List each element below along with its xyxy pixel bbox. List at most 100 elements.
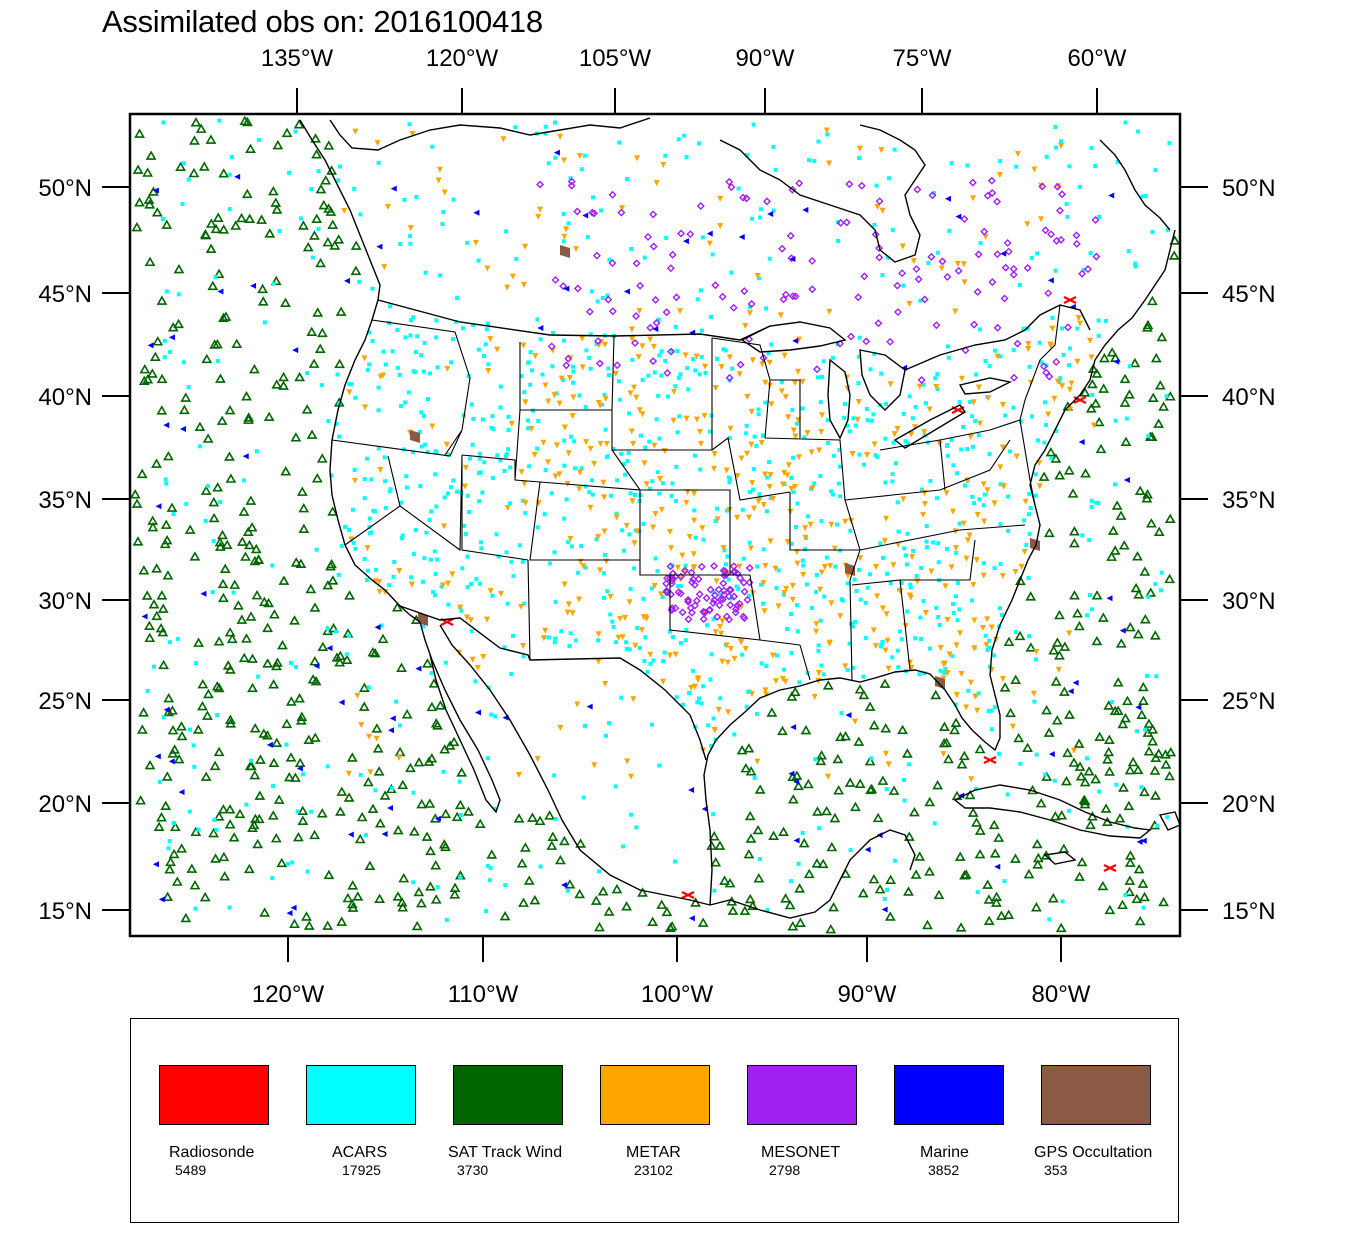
- acars-obs: [479, 546, 484, 551]
- acars-obs: [590, 492, 595, 497]
- acars-obs: [610, 619, 615, 624]
- sat-wind-obs: [309, 602, 321, 612]
- sat-wind-obs: [637, 887, 648, 897]
- acars-obs: [483, 342, 488, 347]
- metar-obs: [976, 420, 983, 427]
- metar-obs: [661, 448, 668, 455]
- acars-obs: [872, 222, 877, 227]
- acars-obs: [747, 540, 752, 545]
- acars-obs: [407, 122, 412, 127]
- sat-wind-obs: [1103, 734, 1115, 744]
- mesonet-obs: [1038, 182, 1047, 191]
- sat-wind-obs: [317, 641, 329, 652]
- metar-obs: [795, 368, 802, 375]
- acars-obs: [441, 769, 446, 774]
- sat-wind-obs: [249, 363, 260, 374]
- sat-wind-obs: [1061, 775, 1072, 786]
- acars-obs: [460, 566, 465, 571]
- acars-obs: [404, 485, 409, 490]
- acars-obs: [726, 577, 731, 582]
- metar-obs: [699, 525, 706, 532]
- marine-obs: [326, 645, 333, 652]
- acars-obs: [973, 418, 978, 423]
- acars-obs: [790, 455, 795, 460]
- mesonet-obs: [735, 599, 744, 608]
- acars-obs: [480, 490, 485, 495]
- purple-swatch: [747, 1065, 857, 1125]
- acars-obs: [488, 866, 493, 871]
- acars-obs: [603, 427, 608, 432]
- acars-obs: [686, 387, 691, 392]
- sat-wind-obs: [358, 701, 370, 711]
- acars-obs: [615, 478, 620, 483]
- sat-wind-obs: [257, 296, 269, 306]
- metar-obs: [988, 624, 995, 631]
- metar-obs: [762, 471, 769, 478]
- right-lat-label: 50°N: [1222, 175, 1276, 202]
- sat-wind-obs: [224, 664, 236, 674]
- acars-obs: [176, 292, 181, 297]
- acars-obs: [647, 486, 652, 491]
- metar-obs: [457, 604, 464, 611]
- bottom-lon-label: 100°W: [641, 981, 714, 1008]
- acars-obs: [434, 335, 439, 340]
- acars-obs: [181, 161, 186, 166]
- metar-obs: [643, 615, 650, 622]
- marine-obs: [767, 210, 774, 217]
- mesonet-obs: [690, 601, 699, 610]
- sat-wind-obs: [285, 696, 297, 706]
- acars-obs: [477, 499, 482, 504]
- acars-obs: [802, 435, 807, 440]
- acars-obs: [800, 558, 805, 563]
- metar-obs: [936, 440, 943, 447]
- acars-obs: [440, 222, 445, 227]
- acars-obs: [242, 478, 247, 483]
- acars-obs: [945, 344, 950, 349]
- metar-obs: [595, 631, 602, 638]
- sat-wind-obs: [832, 753, 844, 764]
- metar-obs: [658, 506, 665, 513]
- metar-obs: [849, 450, 856, 457]
- right-lat-label: 35°N: [1222, 487, 1276, 514]
- mesonet-obs: [631, 339, 640, 347]
- mesonet-obs: [567, 177, 576, 186]
- sat-wind-obs: [1086, 378, 1098, 389]
- sat-wind-obs: [518, 897, 529, 907]
- sat-wind-obs: [708, 831, 720, 841]
- marine-obs: [701, 806, 708, 813]
- acars-obs: [1154, 674, 1159, 679]
- acars-obs: [1165, 227, 1170, 232]
- acars-obs: [145, 688, 150, 693]
- acars-obs: [339, 543, 344, 548]
- metar-obs: [542, 382, 549, 389]
- mesonet-obs: [711, 281, 720, 290]
- metar-obs: [985, 395, 992, 402]
- acars-obs: [585, 235, 590, 240]
- sat-wind-obs: [1124, 764, 1136, 775]
- acars-obs: [471, 416, 476, 421]
- acars-obs: [678, 641, 683, 646]
- acars-obs: [732, 732, 737, 737]
- acars-obs: [826, 441, 831, 446]
- acars-obs: [482, 460, 487, 465]
- sat-wind-obs: [336, 916, 348, 926]
- acars-obs: [485, 321, 490, 326]
- acars-obs: [782, 667, 787, 672]
- acars-obs: [540, 372, 545, 377]
- metar-obs: [980, 481, 987, 488]
- sat-wind-obs: [327, 575, 339, 585]
- metar-obs: [628, 773, 635, 780]
- sat-wind-obs: [138, 375, 150, 386]
- mesonet-obs: [585, 307, 594, 316]
- acars-obs: [217, 118, 222, 123]
- metar-obs: [825, 773, 832, 780]
- acars-obs: [874, 183, 879, 188]
- sat-wind-obs: [334, 358, 345, 369]
- acars-obs: [921, 382, 926, 387]
- acars-obs: [913, 636, 918, 641]
- mesonet-obs: [740, 287, 749, 296]
- metar-obs: [639, 411, 646, 418]
- sat-wind-obs: [328, 622, 339, 633]
- metar-obs: [958, 375, 965, 382]
- sat-wind-obs: [179, 404, 190, 415]
